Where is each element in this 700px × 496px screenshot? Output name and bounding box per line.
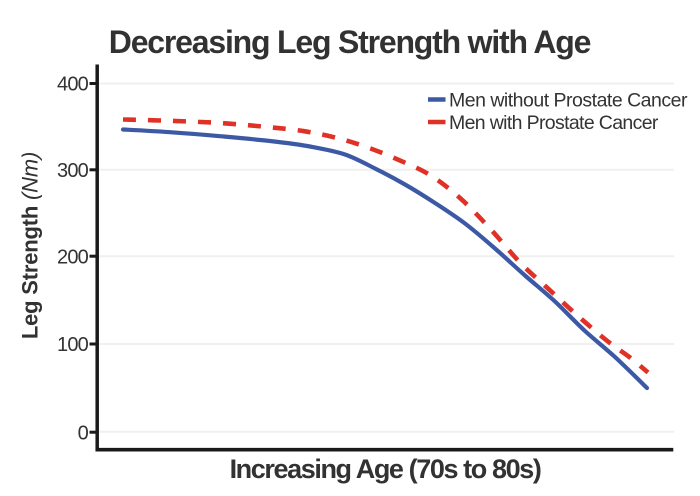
svg-text:400: 400 [57,74,89,96]
svg-text:Men with Prostate Cancer: Men with Prostate Cancer [449,112,659,134]
svg-text:Leg Strength (Nm): Leg Strength (Nm) [18,152,43,339]
svg-text:Decreasing Leg Strength with A: Decreasing Leg Strength with Age [109,24,591,60]
svg-text:300: 300 [57,160,89,182]
svg-text:Increasing Age (70s to 80s): Increasing Age (70s to 80s) [230,454,541,484]
svg-text:0: 0 [78,422,89,444]
svg-text:200: 200 [57,246,89,268]
svg-text:100: 100 [57,334,89,356]
svg-text:Men without Prostate Cancer: Men without Prostate Cancer [449,90,688,112]
